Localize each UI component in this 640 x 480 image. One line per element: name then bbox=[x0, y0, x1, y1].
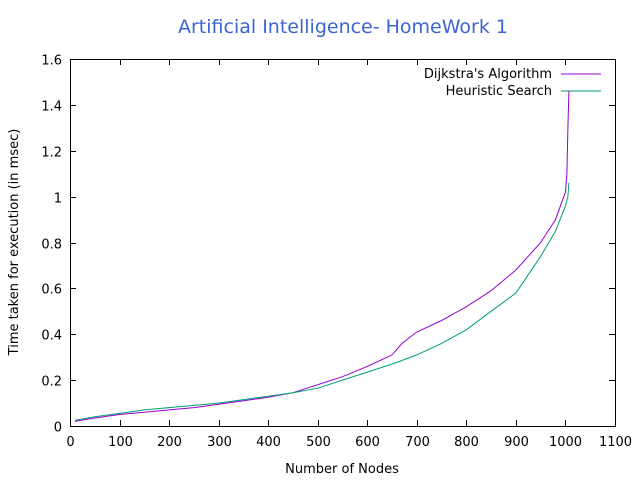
x-tick-label: 200 bbox=[157, 435, 182, 450]
x-tick-label: 800 bbox=[454, 435, 479, 450]
x-tick-label: 1000 bbox=[549, 435, 582, 450]
y-tick-label: 0.8 bbox=[41, 238, 62, 253]
x-tick-label: 900 bbox=[504, 435, 529, 450]
legend-label: Dijkstra's Algorithm bbox=[424, 67, 552, 82]
plot-frame bbox=[70, 59, 616, 427]
series-line-0 bbox=[74, 91, 570, 422]
chart-title: Artificial Intelligence- HomeWork 1 bbox=[178, 16, 508, 38]
x-axis-label: Number of Nodes bbox=[285, 462, 399, 477]
y-axis-ticks: 0 0.2 0.4 0.6 0.8 1 1.2 1.4 1.6 bbox=[41, 54, 615, 436]
x-axis-ticks: 0 100 200 300 400 500 600 700 800 900 1000 1100 bbox=[66, 59, 632, 450]
y-tick-label: 0.4 bbox=[41, 329, 62, 344]
x-tick-label: 500 bbox=[306, 435, 331, 450]
y-tick-label: 0.2 bbox=[41, 375, 62, 390]
series-lines bbox=[74, 91, 570, 422]
y-tick-label: 1.2 bbox=[41, 146, 62, 161]
x-tick-label: 1100 bbox=[599, 435, 632, 450]
x-tick-label: 0 bbox=[66, 435, 74, 450]
legend-label: Heuristic Search bbox=[446, 84, 552, 99]
y-tick-label: 1.6 bbox=[41, 54, 62, 69]
y-tick-label: 0.6 bbox=[41, 283, 62, 298]
x-tick-label: 300 bbox=[207, 435, 232, 450]
y-tick-label: 1.4 bbox=[41, 100, 62, 115]
x-tick-label: 700 bbox=[405, 435, 430, 450]
series-line-1 bbox=[74, 182, 570, 421]
x-tick-label: 100 bbox=[108, 435, 133, 450]
y-axis-label: Time taken for execution (in msec) bbox=[7, 129, 22, 357]
y-tick-label: 1 bbox=[54, 192, 62, 207]
x-tick-label: 400 bbox=[256, 435, 281, 450]
legend: Dijkstra's Algorithm Heuristic Search bbox=[424, 67, 601, 99]
x-tick-label: 600 bbox=[355, 435, 380, 450]
y-tick-label: 0 bbox=[54, 421, 62, 436]
